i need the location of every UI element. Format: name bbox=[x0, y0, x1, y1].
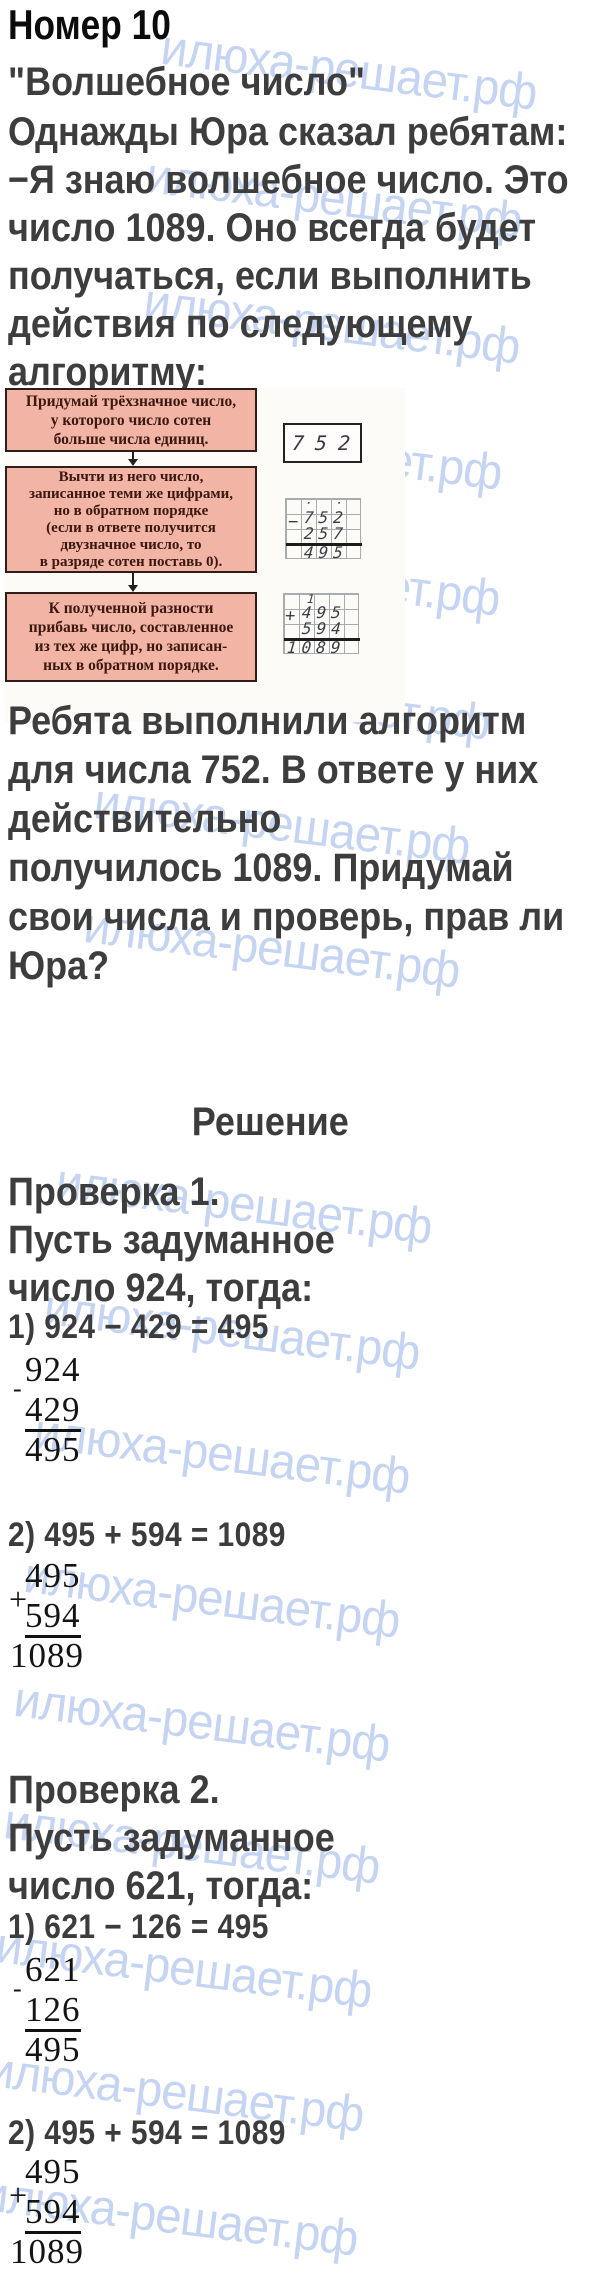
result-line bbox=[286, 543, 362, 546]
example-number: 752 bbox=[291, 431, 363, 455]
operand-bottom: 594 bbox=[8, 1596, 84, 1638]
addend-2: 594 bbox=[301, 619, 347, 638]
flow-step-line: больше числа единиц. bbox=[53, 430, 209, 448]
equation-line: 1) 924 − 429 = 495 bbox=[8, 1308, 269, 1346]
text-line: Ребята выполнили алгоритм bbox=[8, 699, 527, 743]
operation-result: 495 bbox=[25, 2030, 81, 2069]
example-number-box: 752 bbox=[283, 423, 362, 463]
operand-top: 621 bbox=[25, 1950, 81, 1989]
flow-step-line: ных в обратном порядке. bbox=[43, 657, 219, 674]
flow-step-2: Вычти из него число, записанное теми же … bbox=[5, 466, 257, 573]
check-title: Проверка 1. bbox=[8, 1170, 220, 1214]
flow-step-line: К полученной разности bbox=[48, 600, 214, 617]
text-line: действительно bbox=[8, 797, 282, 841]
addend-1: 495 bbox=[301, 603, 347, 622]
check-2: Проверка 2. Пусть задуманное число 621, … bbox=[8, 1766, 588, 2271]
operation-result: 495 bbox=[25, 1430, 81, 1469]
problem-subtitle: "Волшебное число" bbox=[8, 60, 366, 104]
operator-sign: + bbox=[9, 2177, 28, 2213]
flow-step-line: (если в ответе получится bbox=[46, 519, 216, 536]
problem-intro: Однажды Юра сказал ребятам: −Я знаю волш… bbox=[8, 108, 600, 396]
solution-heading: Решение bbox=[0, 1100, 540, 1144]
text-line: −Я знаю волшебное число. Это bbox=[8, 158, 569, 202]
operation-result: 1089 bbox=[10, 1636, 84, 1675]
subtraction-grid: · · − 752 257 495 bbox=[285, 496, 362, 562]
text-line: свои числа и проверь, прав ли bbox=[8, 895, 565, 939]
addition-grid: 1 + 495 594 1089 bbox=[283, 592, 360, 657]
difference: 495 bbox=[303, 543, 349, 562]
plus-sign: + bbox=[284, 606, 297, 626]
minuend: 752 bbox=[303, 508, 349, 527]
check-intro-line: Пусть задуманное bbox=[8, 1816, 335, 1860]
check-intro-line: число 621, тогда: bbox=[8, 1864, 314, 1908]
text-line: для числа 752. В ответе у них bbox=[8, 748, 539, 792]
page-title: Номер 10 bbox=[8, 1, 171, 48]
flow-step-line: но в обратном порядке bbox=[53, 502, 209, 519]
operand-bottom: 429 bbox=[8, 1390, 81, 1432]
text-line: получилось 1089. Придумай bbox=[8, 846, 514, 890]
column-operation: - 924 429 495 bbox=[8, 1350, 81, 1470]
operand-bottom: 126 bbox=[8, 1990, 81, 2032]
solution-heading-text: Решение bbox=[191, 1100, 349, 1144]
text-line: число 1089. Оно всегда будет bbox=[8, 206, 536, 250]
flow-step-line: из тех же цифр, но записан- bbox=[34, 638, 228, 655]
check-1: Проверка 1. Пусть задуманное число 924, … bbox=[8, 1168, 588, 1728]
flow-step-line: Вычти из него число, bbox=[58, 468, 204, 485]
text-line: получаться, если выполнить bbox=[8, 254, 532, 298]
check-intro-line: Пусть задуманное bbox=[8, 1218, 335, 1262]
operator-sign: + bbox=[9, 1581, 28, 1617]
text-line: Однажды Юра сказал ребятам: bbox=[8, 110, 568, 154]
flow-step-line: прибавь число, составленное bbox=[28, 619, 234, 636]
down-arrow-icon bbox=[128, 452, 138, 466]
flow-step-line: Придумай трёхзначное число, bbox=[25, 392, 237, 410]
flow-step-line: двузначное число, то bbox=[60, 536, 202, 553]
operator-sign: - bbox=[13, 1974, 22, 2003]
problem-outro: Ребята выполнили алгоритм для числа 752.… bbox=[8, 697, 600, 991]
operand-top: 924 bbox=[25, 1350, 81, 1389]
operand-top: 495 bbox=[25, 2152, 81, 2191]
flow-step-line: у которого число сотен bbox=[50, 411, 212, 429]
text-line: действия по следующему bbox=[8, 302, 473, 346]
text-line: алгоритму: bbox=[8, 350, 207, 394]
subtrahend: 257 bbox=[303, 524, 349, 543]
algorithm-figure: Придумай трёхзначное число, у которого ч… bbox=[5, 388, 405, 722]
operand-top: 495 bbox=[25, 1556, 81, 1595]
column-operation: + 495 594 1089 bbox=[8, 1556, 84, 1676]
flow-step-line: в разряде сотен поставь 0). bbox=[39, 553, 223, 570]
column-operation: - 621 126 495 bbox=[8, 1950, 81, 2070]
operand-bottom: 594 bbox=[8, 2192, 84, 2234]
operation-result: 1089 bbox=[10, 2232, 84, 2271]
check-title: Проверка 2. bbox=[8, 1768, 220, 1812]
check-intro-line: число 924, тогда: bbox=[8, 1266, 314, 1310]
result-line bbox=[284, 638, 360, 641]
equation-line: 2) 495 + 594 = 1089 bbox=[8, 2114, 286, 2152]
equation-line: 2) 495 + 594 = 1089 bbox=[8, 1516, 286, 1554]
flow-step-3: К полученной разности прибавь число, сос… bbox=[5, 592, 257, 682]
equation-line: 1) 621 − 126 = 495 bbox=[8, 1908, 269, 1946]
flow-step-line: записанное теми же цифрами, bbox=[29, 485, 233, 502]
minus-sign: − bbox=[287, 512, 300, 532]
operator-sign: - bbox=[13, 1374, 22, 1403]
down-arrow-icon bbox=[128, 573, 138, 592]
flow-step-1: Придумай трёхзначное число, у которого ч… bbox=[5, 388, 257, 452]
sum: 1089 bbox=[286, 638, 347, 657]
text-line: Юра? bbox=[8, 944, 110, 988]
column-operation: + 495 594 1089 bbox=[8, 2152, 84, 2272]
